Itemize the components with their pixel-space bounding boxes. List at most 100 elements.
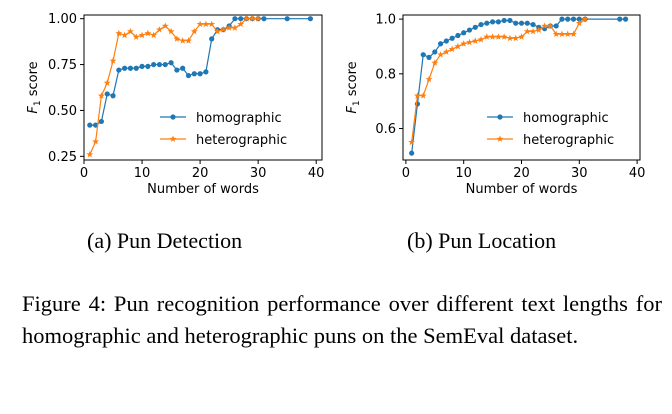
data-point	[109, 57, 117, 64]
data-point	[104, 91, 110, 97]
legend-marker	[496, 135, 504, 142]
series-heterographic	[86, 15, 262, 158]
y-axis-label: F1 score	[345, 61, 362, 113]
data-point	[570, 16, 577, 22]
data-point	[478, 21, 484, 28]
data-point	[442, 48, 450, 55]
data-point	[208, 20, 216, 28]
data-point	[472, 24, 478, 30]
y-tick-label: 1.00	[48, 12, 77, 27]
data-point	[513, 20, 519, 26]
x-tick-label: 10	[455, 166, 472, 181]
data-point	[145, 63, 151, 69]
data-point	[144, 29, 152, 37]
data-point	[243, 15, 250, 22]
x-tick-label: 40	[308, 166, 325, 181]
data-point	[512, 34, 520, 42]
data-point	[93, 122, 99, 128]
data-point	[454, 42, 462, 50]
data-point	[506, 34, 514, 42]
data-point	[161, 22, 169, 29]
data-point	[437, 41, 444, 47]
data-point	[622, 16, 629, 22]
data-point	[489, 33, 497, 40]
data-point	[524, 20, 530, 26]
data-point	[237, 20, 245, 28]
data-point	[180, 65, 186, 71]
data-point	[518, 20, 525, 26]
data-point	[121, 31, 129, 39]
legend: homographic heterographic	[160, 111, 287, 148]
data-point	[431, 59, 439, 66]
data-point	[477, 36, 485, 43]
data-point	[173, 35, 181, 42]
data-point	[196, 20, 204, 28]
data-point	[559, 16, 565, 22]
data-point	[495, 19, 501, 25]
data-point	[132, 33, 140, 40]
data-point	[455, 32, 461, 39]
series-heterographic	[408, 15, 589, 146]
x-tick-label: 20	[192, 166, 209, 181]
data-point	[97, 92, 105, 99]
data-point	[432, 49, 438, 55]
data-point	[460, 40, 468, 47]
data-point	[197, 71, 203, 77]
data-point	[167, 27, 175, 35]
y-tick-label: 0.50	[48, 104, 77, 119]
subcaption-a: (a) Pun Detection	[87, 228, 243, 253]
data-point	[127, 27, 134, 35]
data-point	[133, 65, 139, 71]
x-tick-label: 30	[250, 166, 267, 181]
legend-label: heterographic	[523, 133, 614, 148]
data-point	[168, 60, 174, 66]
data-point	[191, 71, 197, 77]
data-point	[558, 30, 566, 38]
data-point	[409, 150, 415, 156]
data-point	[408, 138, 416, 146]
data-point	[185, 37, 192, 44]
data-point	[552, 30, 560, 38]
data-point	[565, 16, 571, 22]
data-point	[254, 15, 262, 22]
y-tick-label: 0.8	[375, 67, 396, 82]
data-point	[448, 45, 456, 53]
data-point	[530, 21, 536, 28]
data-point	[122, 65, 128, 71]
data-point	[501, 17, 507, 24]
x-axis-label: Number of words	[147, 182, 259, 197]
data-point	[232, 16, 238, 22]
data-point	[156, 61, 163, 68]
x-tick-label: 0	[80, 166, 88, 181]
x-tick-label: 40	[629, 166, 646, 181]
data-point	[231, 24, 239, 31]
data-point	[248, 15, 256, 22]
data-point	[219, 26, 227, 33]
legend-label: homographic	[196, 111, 282, 126]
data-point	[426, 54, 432, 61]
subcaption-b: (b) Pun Location	[407, 228, 557, 253]
data-point	[507, 17, 513, 24]
data-point	[238, 16, 244, 22]
data-point	[185, 72, 192, 79]
y-tick-label: 0.25	[48, 150, 77, 165]
data-point	[103, 79, 111, 86]
data-point	[98, 118, 105, 125]
data-point	[466, 38, 473, 46]
data-point	[425, 75, 433, 83]
data-point	[214, 27, 221, 35]
data-point	[420, 52, 426, 58]
data-point	[127, 65, 134, 71]
y-tick-label: 0.6	[375, 122, 396, 137]
data-point	[414, 92, 421, 99]
legend: homographic heterographic	[487, 111, 614, 148]
data-point	[203, 69, 209, 75]
data-point	[284, 16, 290, 22]
data-point	[443, 38, 449, 44]
data-point	[419, 92, 427, 99]
data-point	[437, 51, 444, 58]
y-tick-label: 1.0	[375, 13, 396, 28]
data-point	[564, 30, 572, 38]
data-point	[261, 16, 267, 22]
